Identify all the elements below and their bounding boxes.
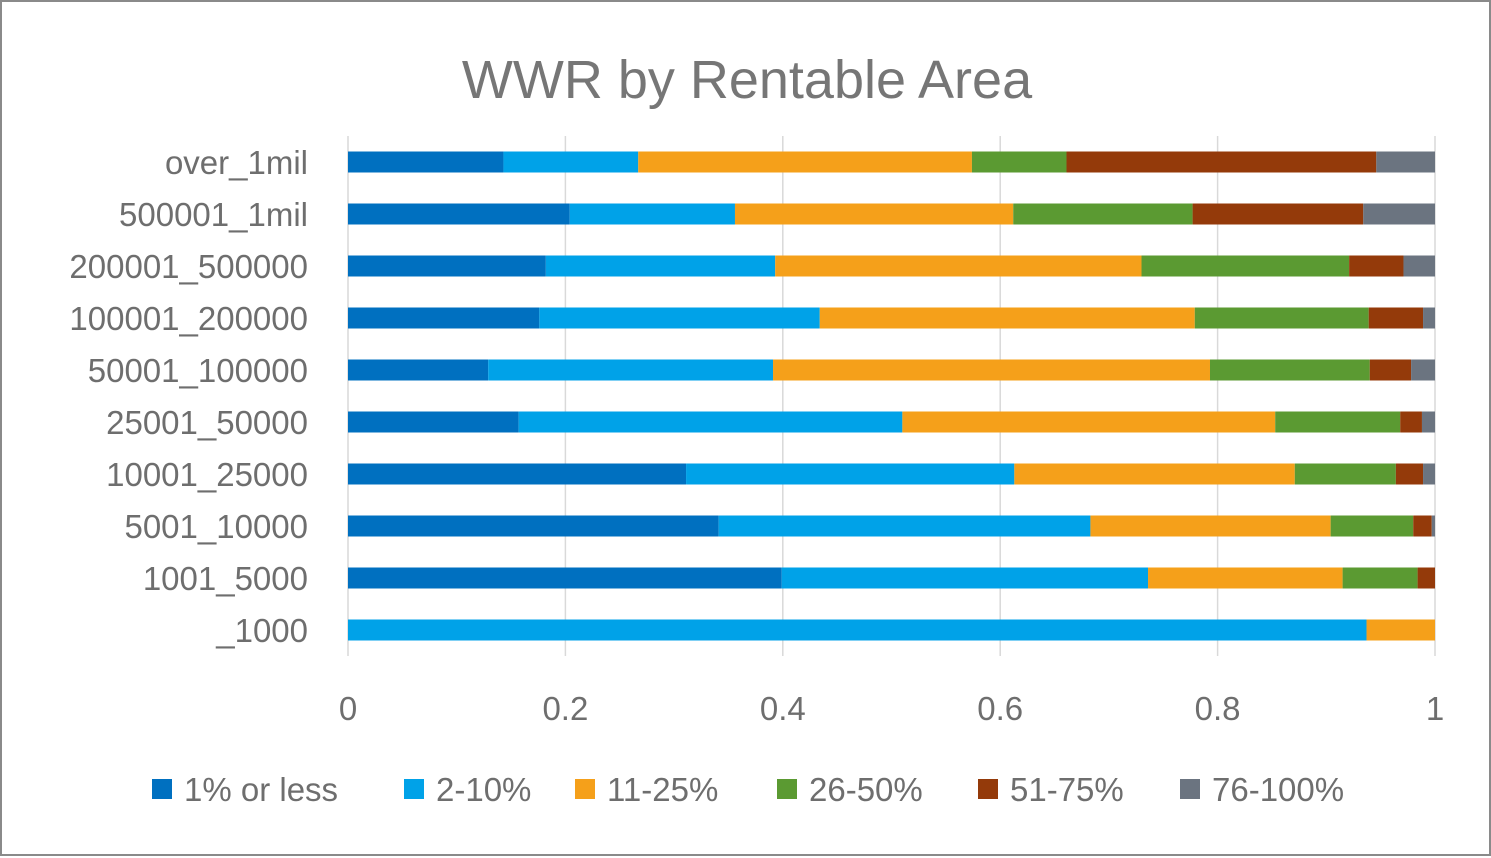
x-tick-label-0.4: 0.4: [760, 690, 806, 727]
legend: 1% or less 2-10% 11-25% 26-50% 51-75% 76-100%: [152, 771, 1344, 808]
category-axis-labels: over_1mil 500001_1mil 200001_500000 100001_…: [69, 144, 308, 649]
legend-swatch-series-5: [1180, 779, 1200, 799]
bar-segment-50001_100000-series-4: [1369, 359, 1412, 381]
bar-segment-over_1mil-series-5: [1376, 151, 1435, 173]
bar-segment-10001_25000-series-1: [686, 463, 1015, 485]
bar-segment-100001_200000-series-1: [539, 307, 820, 329]
bar-segment-over_1mil-series-1: [503, 151, 639, 173]
bar-segment-1001_5000-series-1: [781, 567, 1149, 589]
bar-segment-50001_100000-series-0: [348, 359, 489, 381]
bar-segment-200001_500000-series-4: [1349, 255, 1404, 277]
x-tick-label-1: 1: [1426, 690, 1444, 727]
bar-segment-5001_10000-series-1: [718, 515, 1091, 537]
bar-segment-10001_25000-series-2: [1014, 463, 1295, 485]
bar-segment-25001_50000-series-3: [1275, 411, 1401, 433]
legend-label-series-2: 11-25%: [607, 771, 718, 808]
bars: [348, 151, 1435, 641]
bar-segment-500001_1mil-series-5: [1363, 203, 1435, 225]
bar-segment-50001_100000-series-5: [1411, 359, 1435, 381]
legend-swatch-series-2: [575, 779, 595, 799]
x-tick-label-0: 0: [339, 690, 357, 727]
x-tick-label-0.6: 0.6: [977, 690, 1023, 727]
bar-segment-200001_500000-series-5: [1403, 255, 1435, 277]
legend-swatch-series-0: [152, 779, 172, 799]
category-label-1001_5000: 1001_5000: [143, 560, 308, 597]
bar-segment-25001_50000-series-4: [1400, 411, 1422, 433]
bar-segment-5001_10000-series-0: [348, 515, 719, 537]
legend-swatch-series-3: [777, 779, 797, 799]
bar-segment-50001_100000-series-3: [1209, 359, 1370, 381]
bar-segment-25001_50000-series-2: [902, 411, 1276, 433]
category-label-100001_200000: 100001_200000: [69, 300, 308, 337]
legend-label-series-0: 1% or less: [184, 771, 338, 808]
chart-title: WWR by Rentable Area: [462, 50, 1033, 110]
bar-segment-500001_1mil-series-3: [1013, 203, 1193, 225]
bar-segment-200001_500000-series-3: [1141, 255, 1350, 277]
category-label-_1000: _1000: [215, 612, 308, 649]
bar-segment-500001_1mil-series-4: [1192, 203, 1364, 225]
category-label-200001_500000: 200001_500000: [69, 248, 308, 285]
bar-segment-10001_25000-series-0: [348, 463, 687, 485]
category-label-over_1mil: over_1mil: [165, 144, 308, 181]
x-tick-label-0.2: 0.2: [542, 690, 588, 727]
bar-segment-10001_25000-series-5: [1423, 463, 1435, 485]
bar-segment-5001_10000-series-4: [1413, 515, 1432, 537]
bar-segment-200001_500000-series-1: [545, 255, 776, 277]
bar-segment-25001_50000-series-5: [1421, 411, 1435, 433]
bar-segment-5001_10000-series-5: [1431, 515, 1435, 537]
bar-segment-over_1mil-series-3: [971, 151, 1067, 173]
bar-segment-over_1mil-series-4: [1066, 151, 1377, 173]
bar-segment-100001_200000-series-5: [1423, 307, 1435, 329]
category-label-5001_10000: 5001_10000: [124, 508, 308, 545]
bar-segment-100001_200000-series-4: [1368, 307, 1424, 329]
bar-segment-500001_1mil-series-0: [348, 203, 570, 225]
category-label-50001_100000: 50001_100000: [88, 352, 308, 389]
bar-segment-10001_25000-series-3: [1294, 463, 1396, 485]
bar-segment-100001_200000-series-0: [348, 307, 540, 329]
bar-segment-25001_50000-series-0: [348, 411, 519, 433]
bar-segment-5001_10000-series-2: [1090, 515, 1331, 537]
bar-segment-100001_200000-series-3: [1194, 307, 1369, 329]
bar-segment-10001_25000-series-4: [1395, 463, 1424, 485]
bar-segment-over_1mil-series-2: [638, 151, 972, 173]
bar-segment-_1000-series-2: [1366, 619, 1435, 641]
bar-segment-200001_500000-series-2: [775, 255, 1142, 277]
category-label-10001_25000: 10001_25000: [106, 456, 308, 493]
bar-segment-1001_5000-series-3: [1342, 567, 1418, 589]
category-label-25001_50000: 25001_50000: [106, 404, 308, 441]
legend-label-series-1: 2-10%: [436, 771, 531, 808]
legend-label-series-5: 76-100%: [1212, 771, 1344, 808]
bar-segment-200001_500000-series-0: [348, 255, 546, 277]
bar-segment-25001_50000-series-1: [518, 411, 903, 433]
bar-segment-50001_100000-series-2: [773, 359, 1210, 381]
x-tick-label-0.8: 0.8: [1195, 690, 1241, 727]
bar-segment-500001_1mil-series-2: [734, 203, 1014, 225]
bar-segment-50001_100000-series-1: [488, 359, 774, 381]
value-axis-labels: 0 0.2 0.4 0.6 0.8 1: [339, 690, 1444, 727]
bar-segment-5001_10000-series-3: [1330, 515, 1414, 537]
bar-segment-_1000-series-1: [348, 619, 1367, 641]
bar-segment-1001_5000-series-2: [1148, 567, 1343, 589]
category-label-500001_1mil: 500001_1mil: [119, 196, 308, 233]
bar-segment-100001_200000-series-2: [819, 307, 1195, 329]
legend-swatch-series-1: [404, 779, 424, 799]
legend-label-series-4: 51-75%: [1010, 771, 1124, 808]
bar-segment-1001_5000-series-4: [1417, 567, 1435, 589]
bar-segment-500001_1mil-series-1: [569, 203, 735, 225]
legend-swatch-series-4: [978, 779, 998, 799]
bar-segment-over_1mil-series-0: [348, 151, 504, 173]
legend-label-series-3: 26-50%: [809, 771, 923, 808]
bar-segment-1001_5000-series-0: [348, 567, 782, 589]
